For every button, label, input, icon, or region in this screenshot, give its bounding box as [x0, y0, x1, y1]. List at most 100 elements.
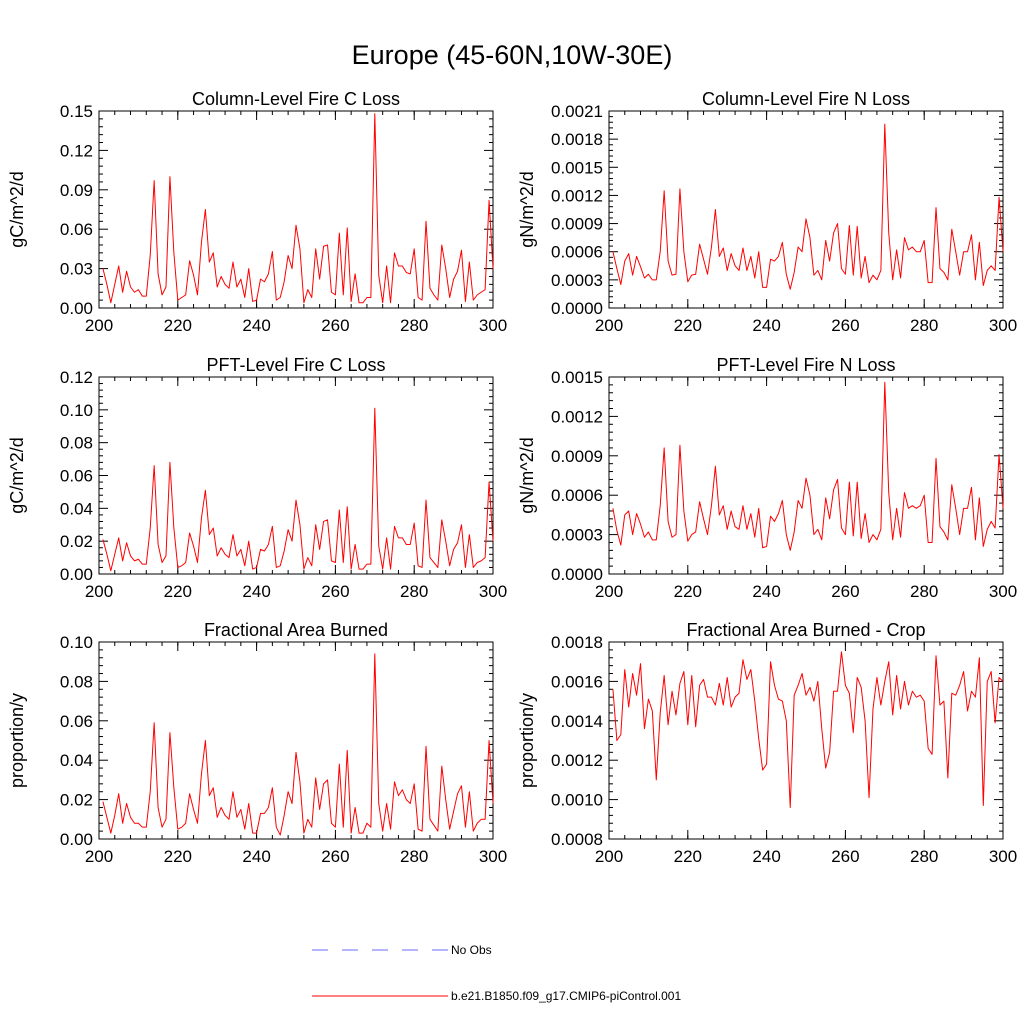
x-tick-label: 280 [910, 316, 938, 335]
x-tick-label: 260 [831, 847, 859, 866]
x-tick-label: 220 [164, 316, 192, 335]
x-tick-label: 220 [674, 316, 702, 335]
x-tick-label: 280 [400, 847, 428, 866]
y-tick-label: 0.10 [60, 401, 93, 420]
x-tick-label: 200 [85, 316, 113, 335]
x-tick-label: 260 [321, 316, 349, 335]
chart-panels: Column-Level Fire C Loss 200 220 240 260 280 3… [7, 89, 1017, 866]
chart-panel-4: PFT-Level Fire N Loss 200 220 240 260 280 300 0… [517, 355, 1017, 601]
y-tick-label: 0.0006 [551, 486, 603, 505]
y-tick-label: 0.0012 [551, 751, 603, 770]
y-tick-label: 0.09 [60, 181, 93, 200]
y-tick-label: 0.06 [60, 220, 93, 239]
x-tick-label: 300 [989, 582, 1017, 601]
panel-title: Fractional Area Burned [204, 620, 388, 640]
x-tick-label: 200 [85, 582, 113, 601]
y-tick-label: 0.04 [60, 499, 93, 518]
x-tick-label: 260 [321, 847, 349, 866]
y-tick-label: 0.0016 [551, 672, 603, 691]
y-axis-label: proportion/y [7, 693, 27, 788]
x-tick-label: 260 [321, 582, 349, 601]
chart-panel-5: Fractional Area Burned 200 220 240 260 280 300… [7, 620, 507, 866]
y-axis-label: proportion/y [517, 693, 537, 788]
plot-frame [98, 110, 494, 309]
x-tick-label: 240 [752, 316, 780, 335]
y-tick-label: 0.0015 [551, 158, 603, 177]
x-tick-label: 220 [164, 847, 192, 866]
y-tick-label: 0.06 [60, 712, 93, 731]
x-tick-label: 280 [400, 316, 428, 335]
y-tick-label: 0.0000 [551, 299, 603, 318]
x-tick-label: 240 [242, 847, 270, 866]
x-tick-label: 280 [400, 582, 428, 601]
x-tick-label: 240 [242, 316, 270, 335]
y-tick-label: 0.0000 [551, 565, 603, 584]
y-tick-label: 0.06 [60, 467, 93, 486]
x-tick-label: 260 [831, 316, 859, 335]
y-tick-label: 0.08 [60, 434, 93, 453]
y-tick-label: 0.0012 [551, 186, 603, 205]
panel-title: PFT-Level Fire C Loss [206, 355, 385, 375]
y-tick-label: 0.12 [60, 141, 93, 160]
chart-panel-3: PFT-Level Fire C Loss 200 220 240 260 280 300 0… [7, 355, 507, 601]
y-tick-label: 0.00 [60, 830, 93, 849]
x-tick-label: 220 [674, 847, 702, 866]
y-tick-label: 0.0018 [551, 130, 603, 149]
plot-frame [608, 376, 1004, 575]
x-tick-label: 300 [989, 847, 1017, 866]
x-tick-label: 200 [595, 316, 623, 335]
y-tick-label: 0.0018 [551, 633, 603, 652]
y-axis-label: gN/m^2/d [517, 171, 537, 247]
y-axis-label: gC/m^2/d [7, 437, 27, 513]
plot-frame [98, 641, 494, 840]
y-tick-label: 0.00 [60, 299, 93, 318]
x-tick-label: 220 [164, 582, 192, 601]
y-tick-label: 0.02 [60, 791, 93, 810]
x-tick-label: 240 [242, 582, 270, 601]
series-line [612, 651, 1004, 808]
y-tick-label: 0.0003 [551, 271, 603, 290]
plot-frame [608, 641, 1004, 840]
x-tick-label: 200 [595, 582, 623, 601]
x-tick-label: 300 [479, 847, 507, 866]
x-tick-label: 240 [752, 582, 780, 601]
x-tick-label: 240 [752, 847, 780, 866]
y-axis-label: gC/m^2/d [7, 171, 27, 247]
y-tick-label: 0.0014 [551, 712, 603, 731]
y-tick-label: 0.15 [60, 102, 93, 121]
series-line [612, 123, 1004, 290]
series-line [612, 381, 1004, 551]
y-tick-label: 0.0012 [551, 407, 603, 426]
chart-panel-1: Column-Level Fire C Loss 200 220 240 260 280 3… [7, 89, 507, 335]
series-line [102, 113, 494, 304]
panel-title: Column-Level Fire N Loss [702, 89, 910, 109]
y-tick-label: 0.00 [60, 565, 93, 584]
legend-label-no-obs: No Obs [451, 943, 492, 957]
x-tick-label: 280 [910, 582, 938, 601]
y-tick-label: 0.0008 [551, 830, 603, 849]
y-axis-label: gN/m^2/d [517, 437, 537, 513]
y-tick-label: 0.0021 [551, 102, 603, 121]
y-tick-label: 0.10 [60, 633, 93, 652]
y-tick-label: 0.04 [60, 751, 93, 770]
x-tick-label: 200 [595, 847, 623, 866]
y-tick-label: 0.08 [60, 672, 93, 691]
y-tick-label: 0.02 [60, 532, 93, 551]
y-tick-label: 0.0009 [551, 215, 603, 234]
panel-title: Fractional Area Burned - Crop [686, 620, 925, 640]
panel-title: Column-Level Fire C Loss [192, 89, 400, 109]
legend-label-model: b.e21.B1850.f09_g17.CMIP6-piControl.001 [451, 989, 681, 1003]
legend: No Obs b.e21.B1850.f09_g17.CMIP6-piContr… [312, 943, 681, 1003]
y-tick-label: 0.0009 [551, 447, 603, 466]
x-tick-label: 300 [479, 582, 507, 601]
y-tick-label: 0.12 [60, 368, 93, 387]
y-tick-label: 0.0003 [551, 526, 603, 545]
series-line [102, 653, 494, 836]
x-tick-label: 260 [831, 582, 859, 601]
y-tick-label: 0.0006 [551, 243, 603, 262]
x-tick-label: 220 [674, 582, 702, 601]
x-tick-label: 300 [989, 316, 1017, 335]
plot-frame [608, 110, 1004, 309]
figure-title: Europe (45-60N,10W-30E) [352, 40, 673, 70]
